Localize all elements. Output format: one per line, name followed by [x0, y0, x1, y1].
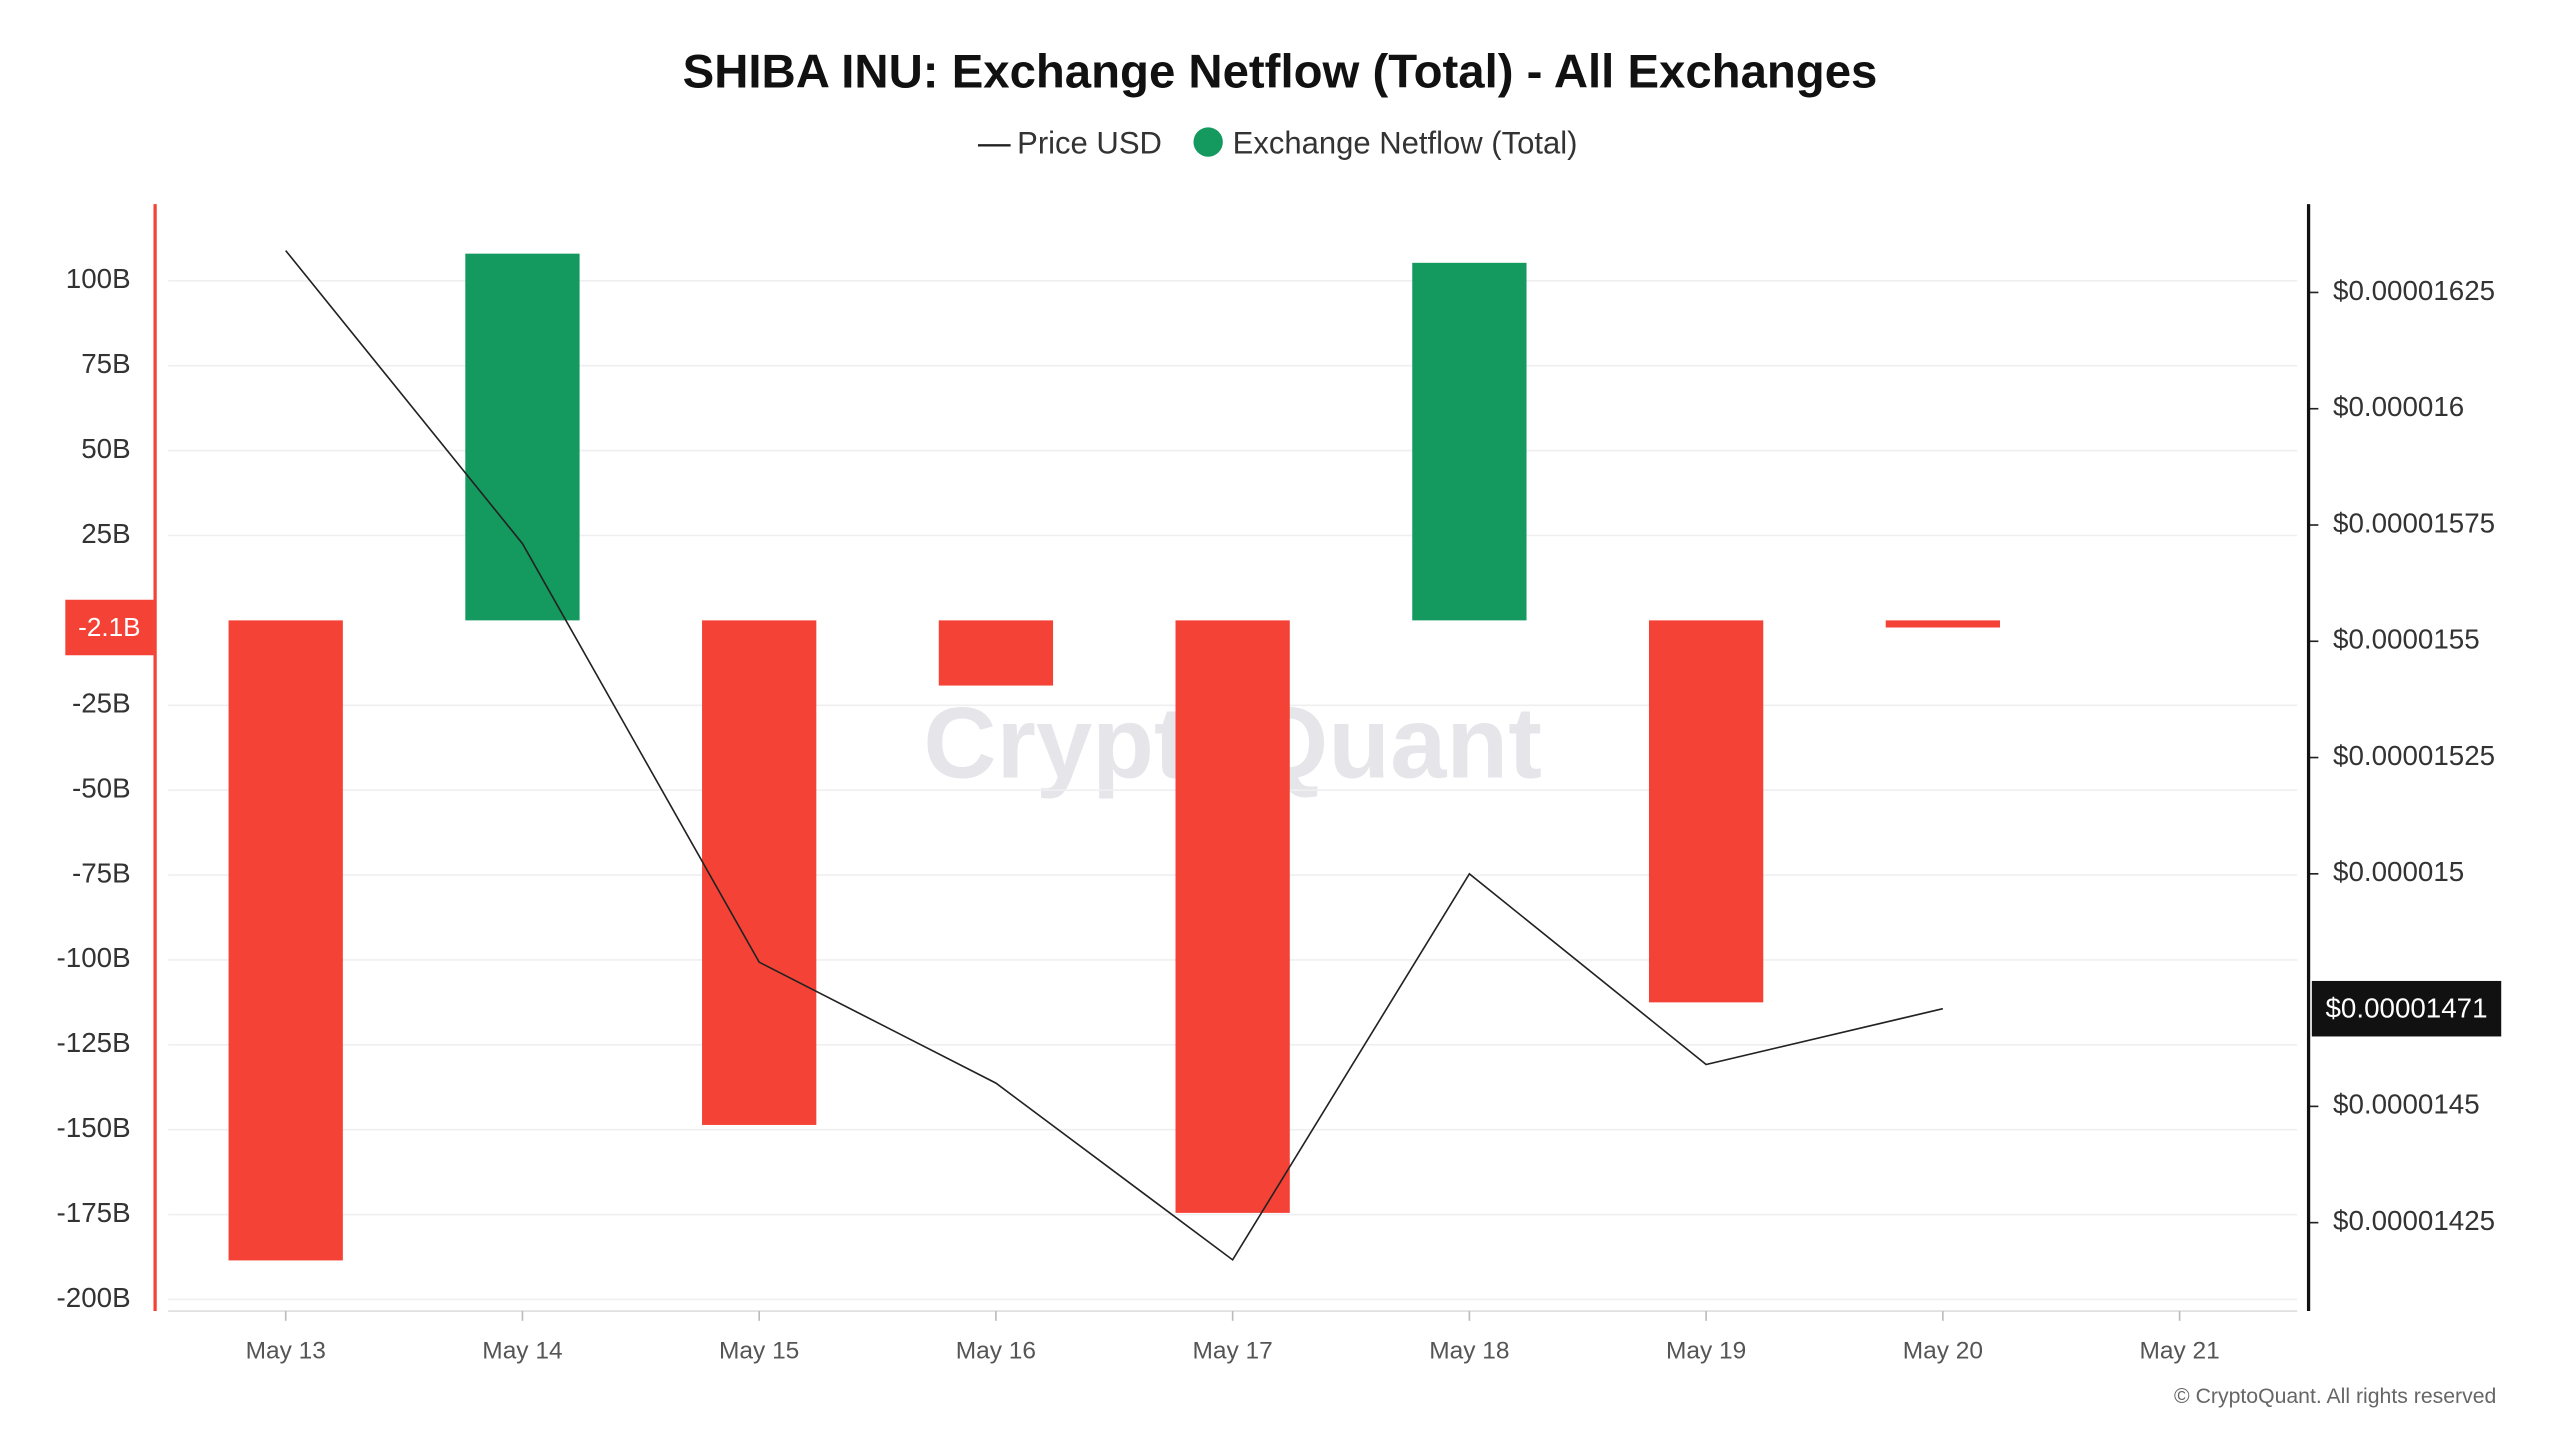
- y2-tick-label: $0.00001575: [2333, 507, 2495, 538]
- footer: © CryptoQuant. All rights reserved: [2174, 1385, 2496, 1408]
- bar: [1885, 620, 2000, 628]
- price-line: [285, 250, 1944, 1262]
- y2-tick-label: $0.0000155: [2333, 624, 2480, 655]
- bar: [1412, 262, 1527, 621]
- y2-tick-label: $0.000015: [2333, 856, 2464, 887]
- x-tick-label: May 15: [719, 1337, 799, 1364]
- y2-tick-label: $0.00001425: [2333, 1205, 2495, 1236]
- x-tick-label: May 19: [1666, 1337, 1746, 1364]
- legend: Price USD Exchange Netflow (Total): [977, 125, 1578, 160]
- value-label: $0.00001471: [2326, 993, 2488, 1024]
- y-tick-label: 100B: [66, 263, 131, 294]
- x-tick-label: May 20: [1903, 1337, 1983, 1364]
- y-tick-label: -150B: [57, 1112, 131, 1143]
- x-tick-label: May 18: [1429, 1337, 1509, 1364]
- y-tick-label: -125B: [57, 1027, 131, 1058]
- bar: [1175, 620, 1290, 1213]
- y2-tick-label: $0.000016: [2333, 391, 2464, 422]
- x-tick-label: May 13: [246, 1337, 326, 1364]
- y2-tick-label: $0.00001625: [2333, 275, 2495, 306]
- x-tick-label: May 16: [956, 1337, 1036, 1364]
- y2-tick-label: $0.0000145: [2333, 1089, 2480, 1120]
- y-tick-label: -75B: [72, 857, 131, 888]
- value-label-box: [2311, 980, 2502, 1037]
- bar: [938, 620, 1054, 686]
- y-tick-label: -200B: [57, 1282, 131, 1313]
- y-tick-label: 50B: [81, 433, 130, 464]
- x-tick-label: May 17: [1193, 1337, 1273, 1364]
- value-label-box: [65, 599, 154, 656]
- x-tick-label: May 21: [2139, 1337, 2219, 1364]
- value-label: -2.1B: [78, 612, 140, 642]
- x-tick-label: May 14: [482, 1337, 562, 1364]
- y-tick-label: -50B: [72, 772, 131, 803]
- chart-title: SHIBA INU: Exchange Netflow (Total) - Al…: [683, 46, 1878, 99]
- y2-tick-label: $0.00001525: [2333, 740, 2495, 771]
- y-tick-label: 75B: [81, 348, 130, 379]
- bar: [228, 620, 343, 1261]
- y-tick-label: -175B: [57, 1197, 131, 1228]
- y-tick-label: 25B: [81, 518, 130, 549]
- legend-label: Exchange Netflow (Total): [1233, 125, 1578, 160]
- bar: [702, 620, 817, 1125]
- bar: [1648, 620, 1764, 1003]
- legend-label: Price USD: [1017, 125, 1162, 160]
- legend-dot: [1193, 127, 1223, 157]
- y-tick-label: -100B: [57, 942, 131, 973]
- bar: [465, 253, 580, 621]
- y-tick-label: -25B: [72, 688, 131, 719]
